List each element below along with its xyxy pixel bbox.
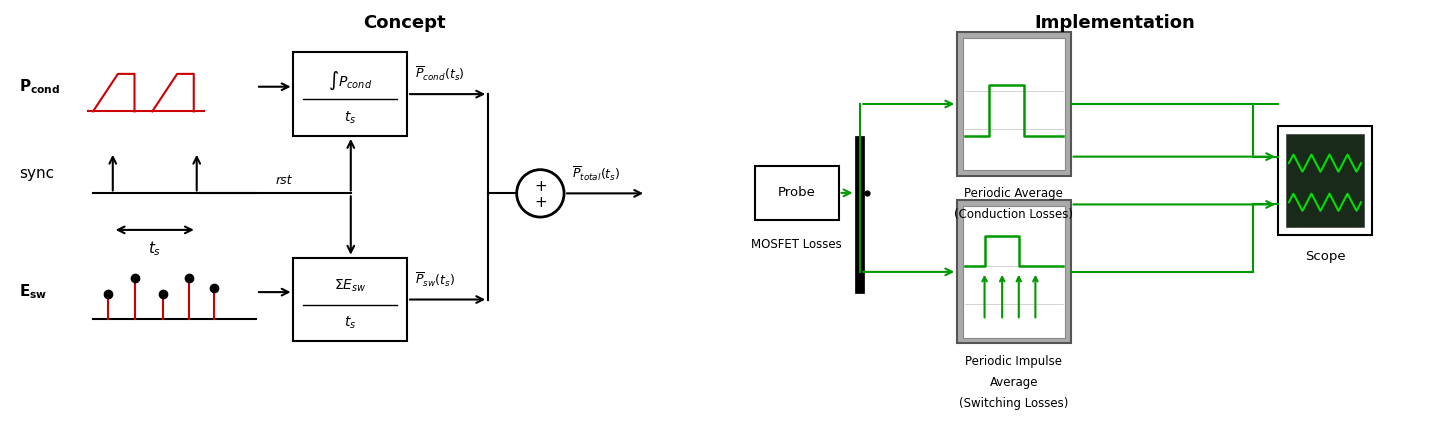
Text: rst: rst: [275, 174, 291, 187]
Text: Periodic Average: Periodic Average: [964, 187, 1063, 200]
Text: $\mathbf{E_{sw}}$: $\mathbf{E_{sw}}$: [19, 283, 48, 301]
Text: (Switching Losses): (Switching Losses): [960, 397, 1069, 410]
Text: (Conduction Losses): (Conduction Losses): [954, 208, 1073, 221]
Bar: [957, 32, 1070, 176]
Text: $\overline{P}_{sw}(t_s)$: $\overline{P}_{sw}(t_s)$: [415, 271, 456, 289]
Text: Periodic Impulse: Periodic Impulse: [965, 355, 1063, 368]
Text: Scope: Scope: [1305, 250, 1345, 263]
Text: $\mathbf{P_{cond}}$: $\mathbf{P_{cond}}$: [19, 77, 60, 96]
Bar: [754, 166, 839, 220]
Text: Concept: Concept: [363, 13, 446, 32]
Text: $t_s$: $t_s$: [344, 109, 357, 126]
Text: +: +: [534, 179, 547, 194]
Bar: [1286, 134, 1364, 227]
Bar: [962, 38, 1064, 170]
Text: $t_s$: $t_s$: [149, 240, 162, 259]
Text: MOSFET Losses: MOSFET Losses: [751, 238, 842, 251]
Text: sync: sync: [19, 166, 54, 181]
Bar: [294, 258, 408, 341]
Text: Average: Average: [990, 376, 1038, 389]
Text: $\overline{P}_{cond}(t_s)$: $\overline{P}_{cond}(t_s)$: [415, 65, 464, 84]
Text: $\int P_{cond}$: $\int P_{cond}$: [328, 69, 373, 92]
Text: Probe: Probe: [778, 186, 815, 199]
Text: $t_s$: $t_s$: [344, 315, 357, 331]
Bar: [962, 206, 1064, 338]
Bar: [957, 200, 1070, 344]
Text: +: +: [534, 195, 547, 210]
Text: $\Sigma E_{sw}$: $\Sigma E_{sw}$: [333, 278, 367, 294]
Bar: [294, 52, 408, 136]
Bar: [1278, 126, 1372, 235]
Text: $\overline{P}_{total}(t_s)$: $\overline{P}_{total}(t_s)$: [572, 165, 620, 183]
Text: Implementation: Implementation: [1035, 13, 1195, 32]
